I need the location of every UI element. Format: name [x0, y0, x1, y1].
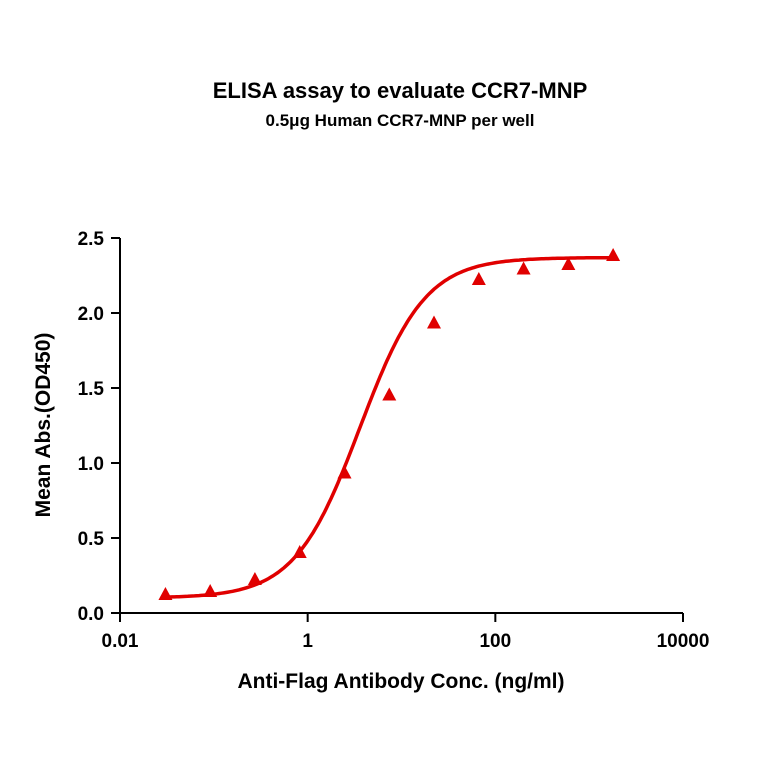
data-point-triangle: [203, 584, 218, 597]
chart-subtitle: 0.5μg Human CCR7-MNP per well: [266, 111, 535, 130]
x-axis-label: Anti-Flag Antibody Conc. (ng/ml): [237, 670, 564, 693]
y-axis-label: Mean Abs.(OD450): [32, 333, 55, 518]
data-point-triangle: [606, 248, 621, 261]
data-point-triangle: [561, 257, 576, 270]
x-tick-label: 0.01: [102, 631, 139, 652]
data-point-triangle: [426, 315, 441, 329]
data-point-triangle: [382, 387, 397, 401]
y-tick-label: 2.5: [78, 229, 105, 250]
y-tick-label: 0.5: [78, 529, 105, 550]
data-point-triangle: [516, 261, 531, 275]
x-tick-label: 1: [302, 631, 313, 652]
data-point-triangle: [292, 545, 307, 558]
data-point-triangle: [471, 272, 486, 285]
x-tick-label: 10000: [657, 631, 710, 652]
y-tick-label: 0.0: [78, 604, 104, 625]
fit-curve: [165, 255, 614, 599]
y-tick-label: 2.0: [78, 304, 104, 325]
y-tick-label: 1.5: [78, 379, 105, 400]
data-point-triangle: [337, 465, 352, 479]
chart-title: ELISA assay to evaluate CCR7-MNP: [213, 78, 588, 103]
x-tick-label: 100: [479, 631, 511, 652]
data-point-triangle: [247, 572, 262, 585]
y-tick-label: 1.0: [78, 454, 104, 475]
data-point-triangle: [158, 587, 173, 600]
